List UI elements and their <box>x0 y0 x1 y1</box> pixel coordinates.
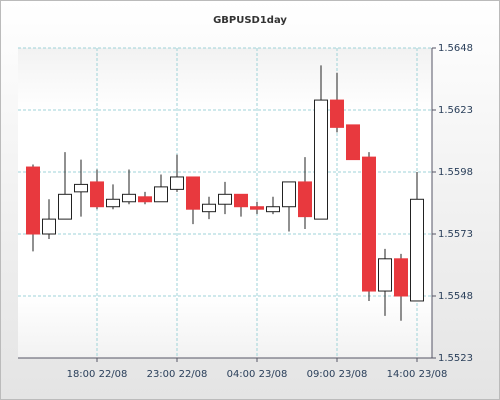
candle-body <box>170 176 184 190</box>
x-tick-label: 09:00 23/08 <box>307 369 368 380</box>
candle-body <box>298 181 312 218</box>
candle-body <box>122 193 136 203</box>
candle-body <box>58 193 72 220</box>
candle-body <box>314 99 328 220</box>
candle-body <box>282 181 296 208</box>
candle-body <box>186 176 200 210</box>
candle-body <box>266 206 280 213</box>
candle-body <box>394 258 408 297</box>
candle-body <box>330 99 344 128</box>
x-tick-label: 04:00 23/08 <box>227 369 288 380</box>
candle-body <box>202 203 216 213</box>
candle-body <box>106 198 120 208</box>
x-tick-label: 18:00 22/08 <box>67 369 128 380</box>
candle-body <box>218 193 232 205</box>
candle-body <box>138 196 152 203</box>
y-tick-label: 1.5573 <box>438 229 473 240</box>
candle-body <box>154 186 168 203</box>
candle-body <box>26 166 40 235</box>
candle-body <box>378 258 392 292</box>
x-tick-label: 14:00 23/08 <box>387 369 448 380</box>
candle-body <box>250 206 264 210</box>
y-tick-label: 1.5648 <box>438 43 473 54</box>
x-tick-label: 23:00 22/08 <box>147 369 208 380</box>
candle-body <box>410 198 424 302</box>
candle-body <box>362 156 376 292</box>
candle-body <box>42 218 56 235</box>
y-tick-label: 1.5548 <box>438 291 473 302</box>
chart-title: GBPUSD1day <box>213 15 287 26</box>
candle-body <box>346 124 360 161</box>
candle-body <box>234 193 248 208</box>
y-tick-label: 1.5623 <box>438 105 473 116</box>
candle-body <box>74 183 88 193</box>
candle-body <box>90 181 104 208</box>
y-tick-label: 1.5598 <box>438 167 473 178</box>
y-tick-label: 1.5523 <box>438 353 473 364</box>
